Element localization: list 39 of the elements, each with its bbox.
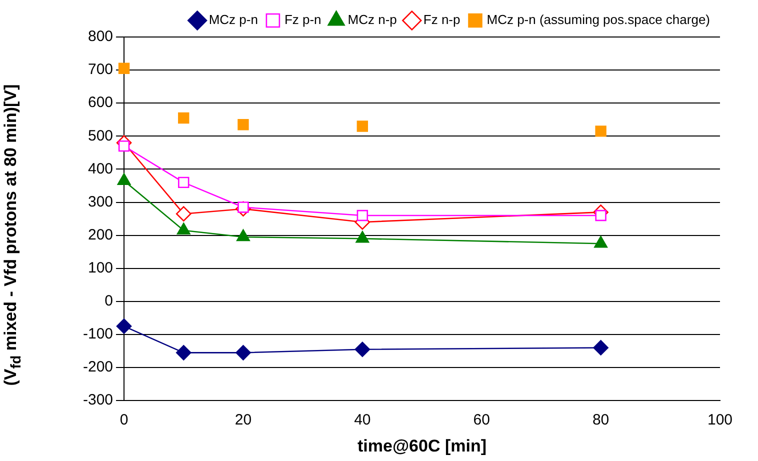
point (593, 340, 608, 356)
point (356, 120, 368, 132)
point (595, 126, 606, 137)
point (356, 210, 368, 222)
point (595, 210, 606, 222)
point (176, 345, 192, 360)
legend-label: MCz p-n (208, 12, 258, 28)
point (176, 206, 192, 222)
point (178, 112, 190, 124)
point (118, 140, 130, 152)
legend-label: Fz n-p (423, 12, 460, 28)
y-tick-label: 600 (88, 94, 114, 112)
y-tick-label: 200 (88, 226, 114, 244)
y-tick-label: 100 (88, 260, 114, 277)
x-tick-label: 40 (354, 412, 371, 429)
y-tick-label: -100 (82, 326, 114, 343)
y-tick-label: 300 (88, 193, 114, 210)
legend-label: Fz p-n (284, 12, 322, 28)
point (178, 176, 190, 188)
x-tick-label: 20 (234, 412, 252, 429)
y-tick-label: 700 (88, 61, 114, 78)
y-tick-label: 800 (88, 28, 114, 46)
x-tick-label: 0 (120, 412, 128, 429)
point (118, 62, 130, 74)
x-axis-title: time@60C [min] (358, 436, 487, 456)
y-tick-label: -200 (82, 358, 114, 376)
x-tick-label: 60 (473, 412, 490, 429)
y-tick-label: 500 (88, 127, 114, 144)
point (238, 118, 249, 130)
point (116, 318, 132, 334)
y-tick-label: 400 (88, 160, 114, 178)
y-tick-label: -300 (82, 392, 114, 409)
point (354, 342, 370, 358)
legend-label: MCz p-n (assuming pos.space charge) (486, 12, 710, 28)
point (236, 345, 251, 360)
x-tick-label: 100 (707, 412, 733, 429)
legend-label: MCz n-p (348, 12, 397, 28)
y-tick-label: 0 (104, 292, 114, 310)
x-tick-label: 80 (592, 412, 610, 429)
